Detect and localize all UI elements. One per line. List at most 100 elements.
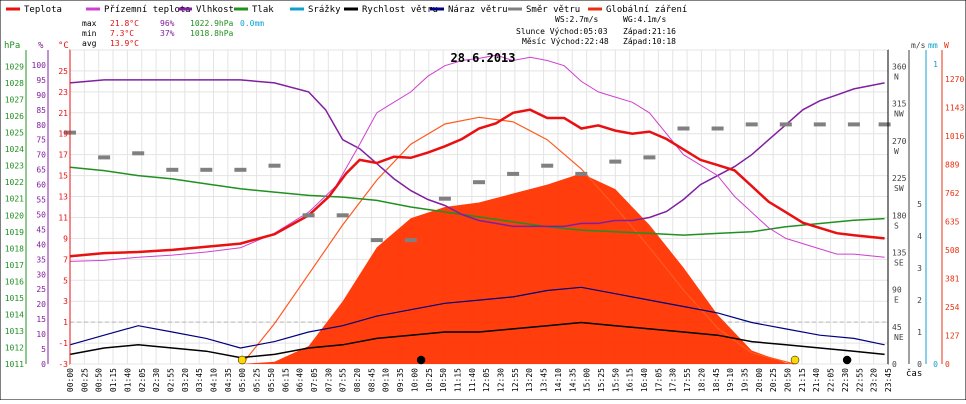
x-tick-label: 17:55 xyxy=(683,368,692,392)
smer-point xyxy=(609,159,622,164)
axis-tick-label: 3 xyxy=(63,297,68,306)
axis-w-title: W xyxy=(944,41,949,50)
axis-tick-label: 1012 xyxy=(5,343,24,352)
x-tick-label: 22:55 xyxy=(855,368,864,392)
axis-tick-label: 135 xyxy=(892,248,907,257)
axis-tick-label: 1014 xyxy=(5,310,24,319)
stat-value: 37% xyxy=(160,29,175,38)
axis-tick-label: 1019 xyxy=(5,228,24,237)
axis-tick-label: SE xyxy=(894,258,904,267)
x-tick-label: 23:45 xyxy=(884,368,893,392)
axis-hpa-title: hPa xyxy=(4,41,20,51)
axis-tick-label: 35 xyxy=(36,255,46,264)
x-tick-label: 15:00 xyxy=(583,368,592,392)
axis-hpa: 1029 1028 1027 1026 1025 1024 1023 1022 1021 1020… xyxy=(5,63,24,369)
axis-tick-label: 1016 xyxy=(5,277,24,286)
axis-tick-label: 315 xyxy=(892,100,907,109)
axis-tick-label: 1013 xyxy=(5,327,24,336)
x-tick-label: 04:35 xyxy=(224,368,233,392)
axis-tick-label: 90 xyxy=(892,286,902,295)
axis-tick-label: 1011 xyxy=(5,360,24,369)
x-tick-label: 02:05 xyxy=(138,368,147,392)
axis-tick-label: 0 xyxy=(933,360,938,369)
axis-tick-label: 0 xyxy=(945,360,950,369)
legend-item: Náraz větru xyxy=(448,5,508,15)
smer-point xyxy=(132,151,145,156)
series-zareni-clear-sky xyxy=(241,116,795,365)
axis-tick-label: 15 xyxy=(36,315,46,324)
axis-tick-label: E xyxy=(894,296,899,305)
x-tick-label: 11:40 xyxy=(468,368,477,392)
smer-point xyxy=(507,171,520,176)
series-layer xyxy=(64,54,891,365)
series-globalni-zareni xyxy=(70,173,885,364)
stat-value: 0.0mm xyxy=(240,19,264,28)
stat-value: avg xyxy=(82,39,97,48)
axis-tick-label: 0 xyxy=(917,360,922,369)
axis-percent-title: % xyxy=(38,41,44,51)
axis-tick-label: 180 xyxy=(892,211,907,220)
axis-tick-label: 7 xyxy=(63,255,68,264)
axis-tick-label: 30 xyxy=(36,270,46,279)
x-tick-label: 15:50 xyxy=(611,368,620,392)
x-tick-label: 04:10 xyxy=(210,368,219,392)
smer-point xyxy=(847,122,860,127)
sun-marker xyxy=(237,355,247,365)
axis-tick-label: 1027 xyxy=(5,96,24,105)
axis-tick-label: 1017 xyxy=(5,261,24,270)
stats-panel: max 21.8°C 96% 1022.9hPa 0.0mm min 7.3°C 37% 101… xyxy=(82,19,264,48)
x-tick-label: 15:25 xyxy=(597,368,606,392)
axis-tick-label: 1024 xyxy=(5,145,24,154)
axis-tick-label: 254 xyxy=(945,303,960,312)
axis-tick-label: 40 xyxy=(36,240,46,249)
axis-tick-label: 1022 xyxy=(5,178,24,187)
smer-point xyxy=(677,126,690,131)
axis-tick-label: 5 xyxy=(917,200,922,209)
info-text: WG:4.1m/s xyxy=(623,15,667,24)
smer-point xyxy=(370,238,383,243)
axis-tick-label: 25 xyxy=(58,67,68,76)
stat-value: 7.3°C xyxy=(110,29,134,38)
axis-tick-label: 0 xyxy=(41,360,46,369)
axis-tick-label: 23 xyxy=(58,88,68,97)
axis-tick-label: 1021 xyxy=(5,195,24,204)
axis-tick-label: 95 xyxy=(36,76,46,85)
axis-tick-label: 45 xyxy=(892,323,902,332)
x-tick-label: 09:35 xyxy=(396,368,405,392)
axis-tick-label: 1026 xyxy=(5,112,24,121)
axis-tick-label: 1020 xyxy=(5,211,24,220)
x-tick-label: 05:25 xyxy=(253,368,262,392)
axis-tick-label: 70 xyxy=(36,151,46,160)
axis-tick-label: 25 xyxy=(36,285,46,294)
info-text: Západ:21:16 xyxy=(623,27,676,36)
axis-tick-label: 21 xyxy=(58,109,68,118)
x-tick-label: 10:50 xyxy=(439,368,448,392)
smer-point xyxy=(745,122,758,127)
axis-tick-label: NW xyxy=(894,110,904,119)
x-tick-label: 12:05 xyxy=(482,368,491,392)
x-tick-label: 19:10 xyxy=(726,368,735,392)
axis-percent: 1009590858075706560555045403530252015105… xyxy=(32,61,47,369)
axis-tick-label: 360 xyxy=(892,63,907,72)
moon-marker xyxy=(416,355,426,365)
chart-title: 28.6.2013 xyxy=(450,51,515,65)
x-tick-label: 17:05 xyxy=(654,368,663,392)
axis-tick-label: 85 xyxy=(36,106,46,115)
axis-tick-label: 5 xyxy=(63,276,68,285)
axes: 1029102810271026102510241023102210211020… xyxy=(4,41,964,392)
x-tick-label: 11:15 xyxy=(454,368,463,392)
axis-tick-label: 19 xyxy=(58,130,68,139)
series-prizemni-teplota xyxy=(69,54,885,262)
x-tick-label: 18:45 xyxy=(712,368,721,392)
x-tick-label: 00:50 xyxy=(95,368,104,392)
axis-tick-label: 0 xyxy=(892,360,897,369)
info-text: WS:2.7m/s xyxy=(555,15,599,24)
axis-tick-label: 1025 xyxy=(5,129,24,138)
axis-tick-label: 17 xyxy=(58,151,68,160)
x-tick-label: 05:50 xyxy=(267,368,276,392)
axis-tick-label: 1029 xyxy=(5,63,24,72)
